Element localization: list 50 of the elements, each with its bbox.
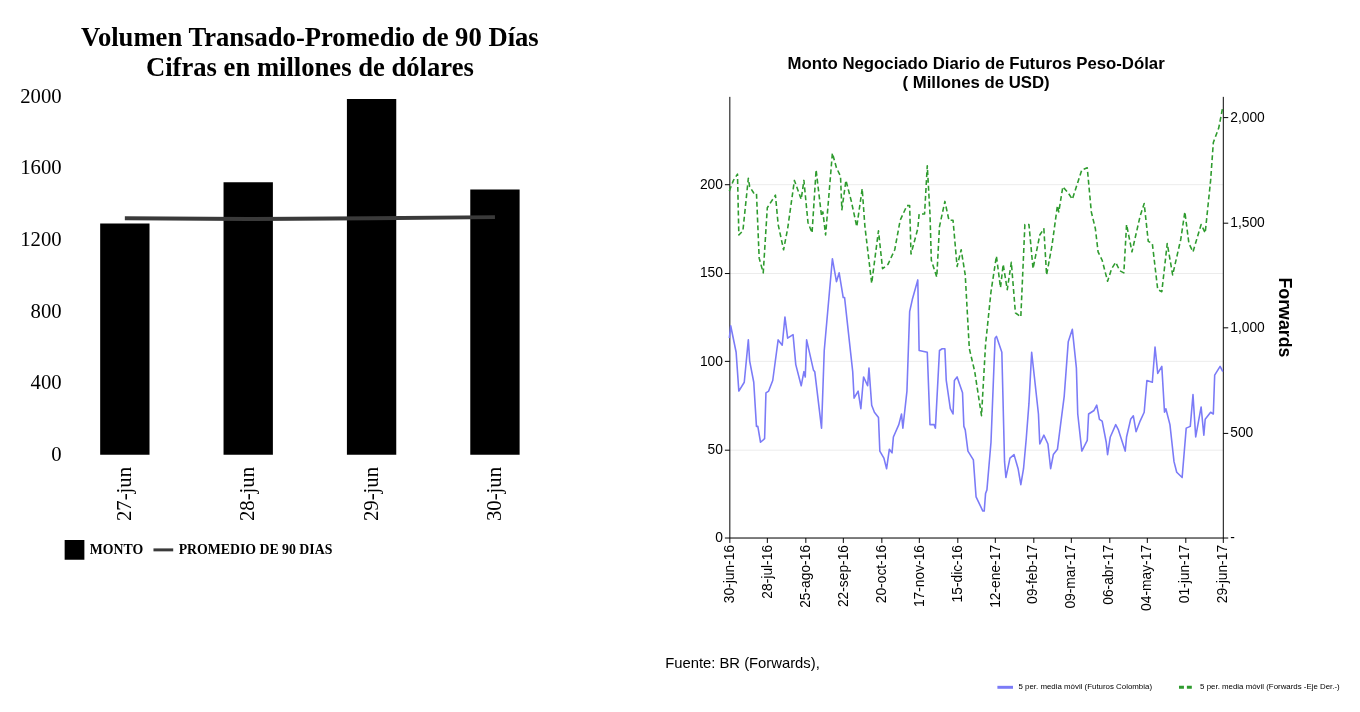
x-tick-label: 12-ene-17 xyxy=(986,544,1003,608)
y-tick-label: 100 xyxy=(699,352,724,369)
x-tick-label: 17-nov-16 xyxy=(910,544,927,608)
legend-label: 5 per. media móvil (Forwards -Eje Der.-) xyxy=(1200,682,1341,692)
legend-label: 5 per. media móvil (Futuros Colombia) xyxy=(1018,682,1153,692)
source-note: Fuente: BR (Forwards), xyxy=(665,654,820,671)
bar xyxy=(470,189,520,455)
y2-tick-label: 1,500 xyxy=(1230,213,1266,230)
x-tick-label: 09-feb-17 xyxy=(1024,544,1041,604)
y-tick-label: 0 xyxy=(51,443,62,466)
y2-axis-title: Forwards xyxy=(1274,277,1295,358)
y2-tick-label: 500 xyxy=(1230,423,1254,440)
line-series xyxy=(728,106,1224,417)
legend-label: PROMEDIO DE 90 DIAS xyxy=(178,541,333,557)
y-tick-label: 200 xyxy=(699,176,724,193)
x-tick-label: 30-jun-16 xyxy=(720,544,737,604)
y2-tick-label: 2,000 xyxy=(1230,108,1266,125)
y2-tick-label: - xyxy=(1230,528,1235,545)
line-series xyxy=(728,257,1224,512)
x-tick-label: 28-jun xyxy=(236,466,260,522)
x-tick-label: 27-jun xyxy=(112,466,136,522)
x-tick-label: 15-dic-16 xyxy=(948,544,965,603)
y-tick-label: 150 xyxy=(699,264,724,281)
x-tick-label: 04-may-17 xyxy=(1138,544,1155,611)
legend-label: MONTO xyxy=(89,541,144,557)
y-tick-label: 1600 xyxy=(20,156,62,179)
bar xyxy=(100,223,150,455)
chart-title: Monto Negociado Diario de Futuros Peso-Dólar xyxy=(787,53,1166,73)
y-tick-label: 1200 xyxy=(20,228,62,251)
x-tick-label: 29-jun xyxy=(359,466,383,522)
chart-subtitle: ( Millones de USD) xyxy=(902,73,1050,93)
y-tick-label: 400 xyxy=(30,371,62,394)
y-tick-label: 0 xyxy=(715,528,724,545)
x-tick-label: 29-jun-17 xyxy=(1214,544,1231,604)
y-tick-label: 2000 xyxy=(20,84,62,107)
y-tick-label: 800 xyxy=(30,299,62,322)
x-tick-label: 09-mar-17 xyxy=(1062,544,1079,609)
x-tick-label: 06-abr-17 xyxy=(1100,544,1117,605)
chart-subtitle: Cifras en millones de dólares xyxy=(145,51,474,82)
bar xyxy=(223,182,273,455)
y-tick-label: 50 xyxy=(707,440,724,457)
x-tick-label: 01-jun-17 xyxy=(1176,544,1193,604)
x-tick-label: 28-jul-16 xyxy=(758,544,775,599)
x-tick-label: 20-oct-16 xyxy=(872,544,889,604)
x-tick-label: 22-sep-16 xyxy=(834,544,851,608)
x-tick-label: 25-ago-16 xyxy=(796,544,813,608)
x-tick-label: 30-jun xyxy=(482,466,506,522)
y2-tick-label: 1,000 xyxy=(1230,318,1266,335)
bar xyxy=(346,99,397,455)
chart-title: Volumen Transado-Promedio de 90 Días xyxy=(81,22,539,53)
